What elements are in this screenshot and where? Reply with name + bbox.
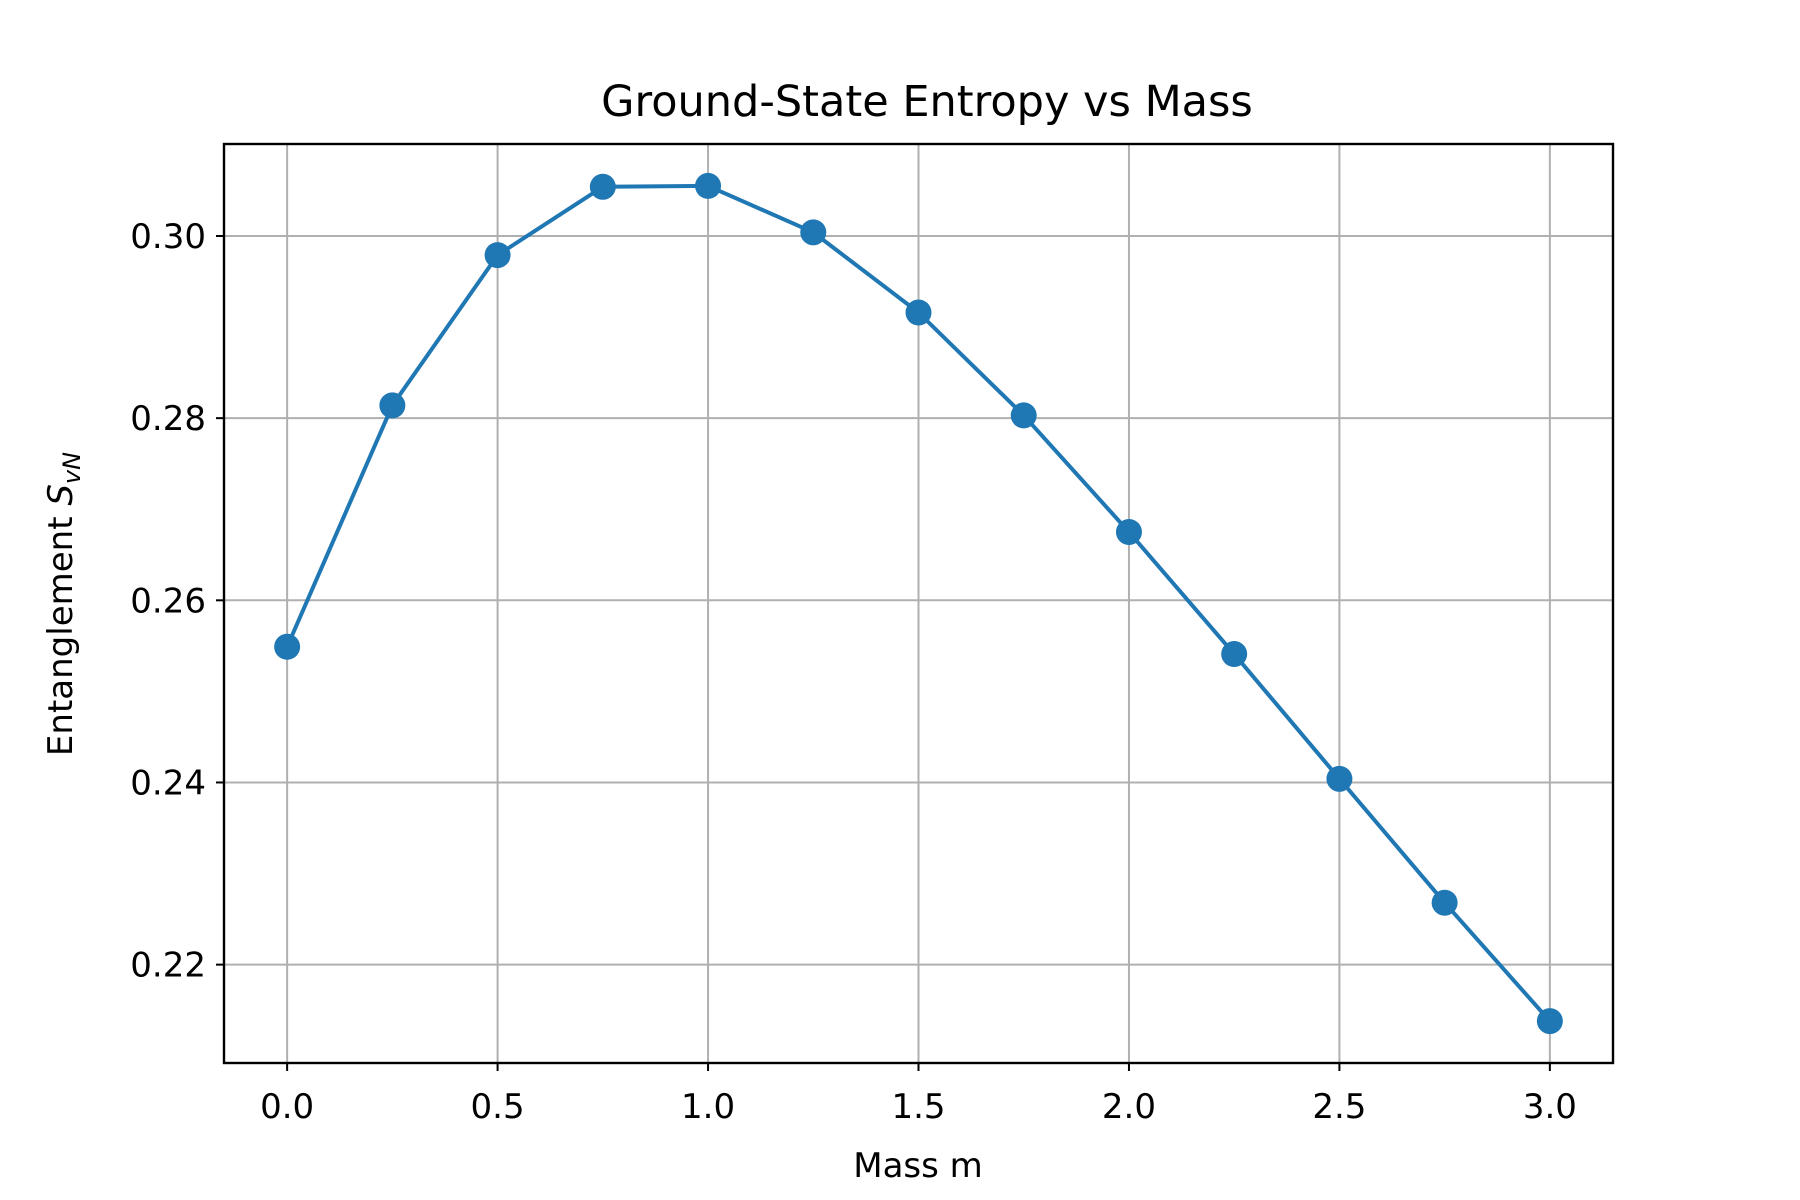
data-point-0-11 xyxy=(1431,889,1458,916)
data-point-0-0 xyxy=(274,633,301,660)
chart-title: Ground-State Entropy vs Mass xyxy=(601,77,1253,127)
data-point-0-6 xyxy=(905,299,932,326)
data-point-0-10 xyxy=(1326,765,1353,792)
data-point-0-9 xyxy=(1221,641,1248,668)
x-tick-label-6: 3.0 xyxy=(1523,1087,1577,1127)
data-point-0-12 xyxy=(1536,1008,1563,1035)
data-point-0-8 xyxy=(1115,519,1142,546)
data-point-0-3 xyxy=(589,173,616,200)
data-point-0-4 xyxy=(695,172,722,199)
grid-lines xyxy=(224,144,1613,1063)
y-axis-label-subscript: vN xyxy=(58,452,86,484)
y-axis-label: Entanglement SvN xyxy=(41,452,86,756)
data-point-0-5 xyxy=(800,219,827,246)
y-axis-ticks: 0.22 0.24 0.26 0.28 0.30 xyxy=(130,217,224,986)
y-tick-label-0: 0.22 xyxy=(130,946,206,986)
y-tick-label-4: 0.30 xyxy=(130,217,206,257)
y-axis-label-text: Entanglement xyxy=(41,506,81,756)
x-tick-label-3: 1.5 xyxy=(891,1087,945,1127)
data-point-0-7 xyxy=(1010,402,1037,429)
y-tick-label-1: 0.24 xyxy=(130,763,206,803)
y-axis-label-symbol: S xyxy=(41,484,81,506)
y-tick-label-2: 0.26 xyxy=(130,581,206,621)
x-tick-label-5: 2.5 xyxy=(1312,1087,1366,1127)
series-layer xyxy=(274,172,1563,1035)
x-tick-label-4: 2.0 xyxy=(1102,1087,1156,1127)
x-axis-label: Mass m xyxy=(853,1146,983,1186)
data-point-0-1 xyxy=(379,392,406,419)
x-axis-ticks: 0.0 0.5 1.0 1.5 2.0 2.5 3.0 xyxy=(260,1063,1577,1127)
data-point-0-2 xyxy=(484,242,511,269)
x-tick-label-1: 0.5 xyxy=(471,1087,525,1127)
x-tick-label-2: 1.0 xyxy=(681,1087,735,1127)
y-tick-label-3: 0.28 xyxy=(130,399,206,439)
x-tick-label-0: 0.0 xyxy=(260,1087,314,1127)
